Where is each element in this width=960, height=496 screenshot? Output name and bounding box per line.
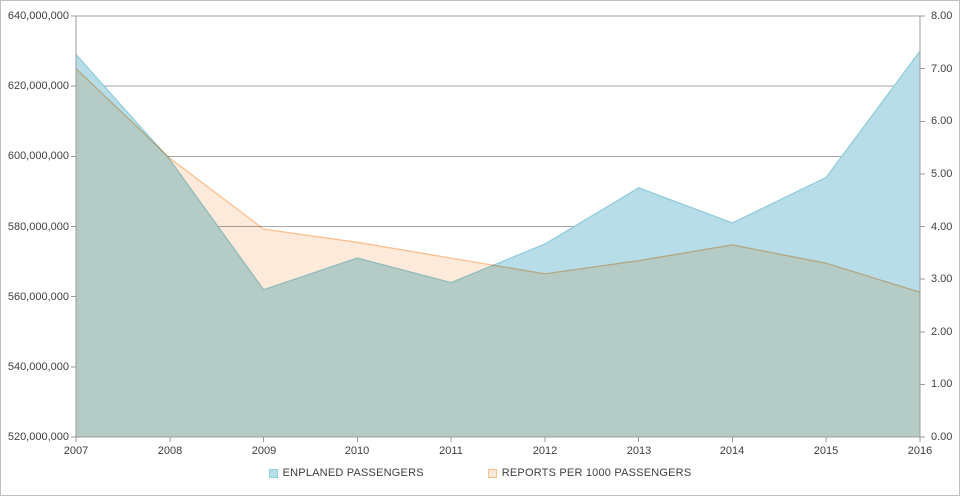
x-axis-label: 2013 xyxy=(626,445,652,457)
legend-label-enplaned-passengers: ENPLANED PASSENGERS xyxy=(282,467,424,479)
x-axis-label: 2010 xyxy=(344,445,370,457)
x-axis-label: 2012 xyxy=(532,445,558,457)
area-reports-per-1000-passengers-edge xyxy=(75,68,921,293)
legend-item-reports-per-1000-passengers: REPORTS PER 1000 PASSENGERS xyxy=(487,467,692,479)
x-axis-label: 2007 xyxy=(63,445,89,457)
legend-label-reports-per-1000-passengers: REPORTS PER 1000 PASSENGERS xyxy=(501,467,692,479)
right-axis-label: 4.00 xyxy=(931,221,953,233)
right-axis-label: 6.00 xyxy=(931,115,953,127)
right-axis-label: 3.00 xyxy=(931,273,953,285)
left-axis-label: 640,000,000 xyxy=(7,10,69,22)
right-axis-label: 0.00 xyxy=(931,431,953,443)
area-reports-group xyxy=(75,68,921,437)
left-axis-label: 580,000,000 xyxy=(7,221,69,233)
right-axis-label: 2.00 xyxy=(931,326,953,338)
x-axis-label: 2009 xyxy=(251,445,277,457)
left-axis-label: 620,000,000 xyxy=(7,80,69,92)
x-axis-label: 2014 xyxy=(719,445,745,457)
legend-item-enplaned-passengers: ENPLANED PASSENGERS xyxy=(268,467,424,479)
x-axis-label: 2015 xyxy=(813,445,839,457)
right-axis-label: 7.00 xyxy=(931,63,953,75)
area-reports-per-1000-passengers xyxy=(76,68,920,437)
left-axis-label: 520,000,000 xyxy=(7,431,69,443)
legend-swatch-enplaned-passengers-icon xyxy=(268,468,278,478)
right-axis-label: 1.00 xyxy=(931,378,953,390)
left-axis-label: 540,000,000 xyxy=(7,361,69,373)
left-axis-label: 560,000,000 xyxy=(7,291,69,303)
x-axis-label: 2011 xyxy=(439,445,463,457)
chart-legend: ENPLANED PASSENGERS REPORTS PER 1000 PAS… xyxy=(1,467,959,479)
left-axis-label: 600,000,000 xyxy=(7,150,69,162)
right-axis-label: 5.00 xyxy=(931,168,953,180)
x-axis-label: 2008 xyxy=(157,445,183,457)
legend-swatch-reports-per-1000-passengers-icon xyxy=(487,468,497,478)
x-axis-label: 2016 xyxy=(907,445,933,457)
right-axis-label: 8.00 xyxy=(931,10,953,22)
